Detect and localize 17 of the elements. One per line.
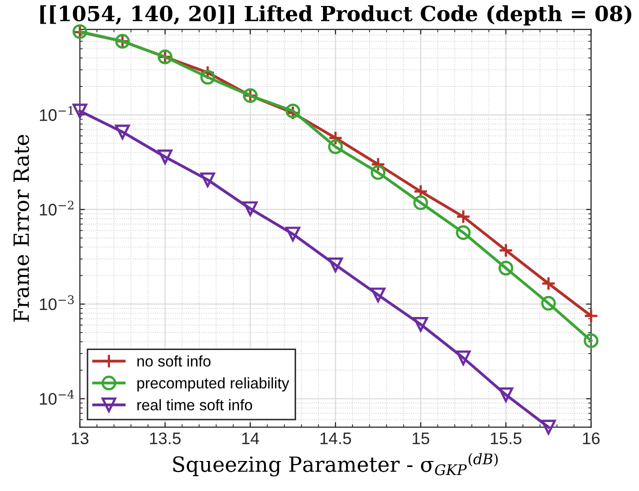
x-tick-label: 13: [72, 432, 88, 444]
legend-label: real time soft info: [137, 399, 252, 410]
y-tick-label: 10$^{−3}$: [40, 295, 74, 310]
x-tick-label: 15: [412, 432, 430, 444]
x-tick-label: 15.5: [490, 432, 522, 444]
legend-label: precomputed reliability: [137, 377, 290, 392]
x-tick-label: 14.5: [320, 432, 351, 444]
x-tick-label: 16: [583, 432, 600, 444]
x-tick-label: 14: [242, 432, 260, 444]
chart-title: [[1054, 140, 20]] Lifted Product Code (depth = 08): [40, 5, 632, 26]
legend-label: no soft info: [137, 355, 210, 367]
y-tick-label: 10$^{−2}$: [40, 200, 74, 216]
y-tick-label: 10$^{−1}$: [40, 106, 73, 121]
x-axis-title: Squeezing Parameter - σ$_{GKP}$$^{(dB)}$: [173, 453, 498, 476]
y-axis-title: Frame Error Rate: [14, 134, 30, 322]
x-tick-label: 13.5: [150, 432, 181, 444]
y-tick-label: 10$^{−4}$: [40, 390, 74, 405]
